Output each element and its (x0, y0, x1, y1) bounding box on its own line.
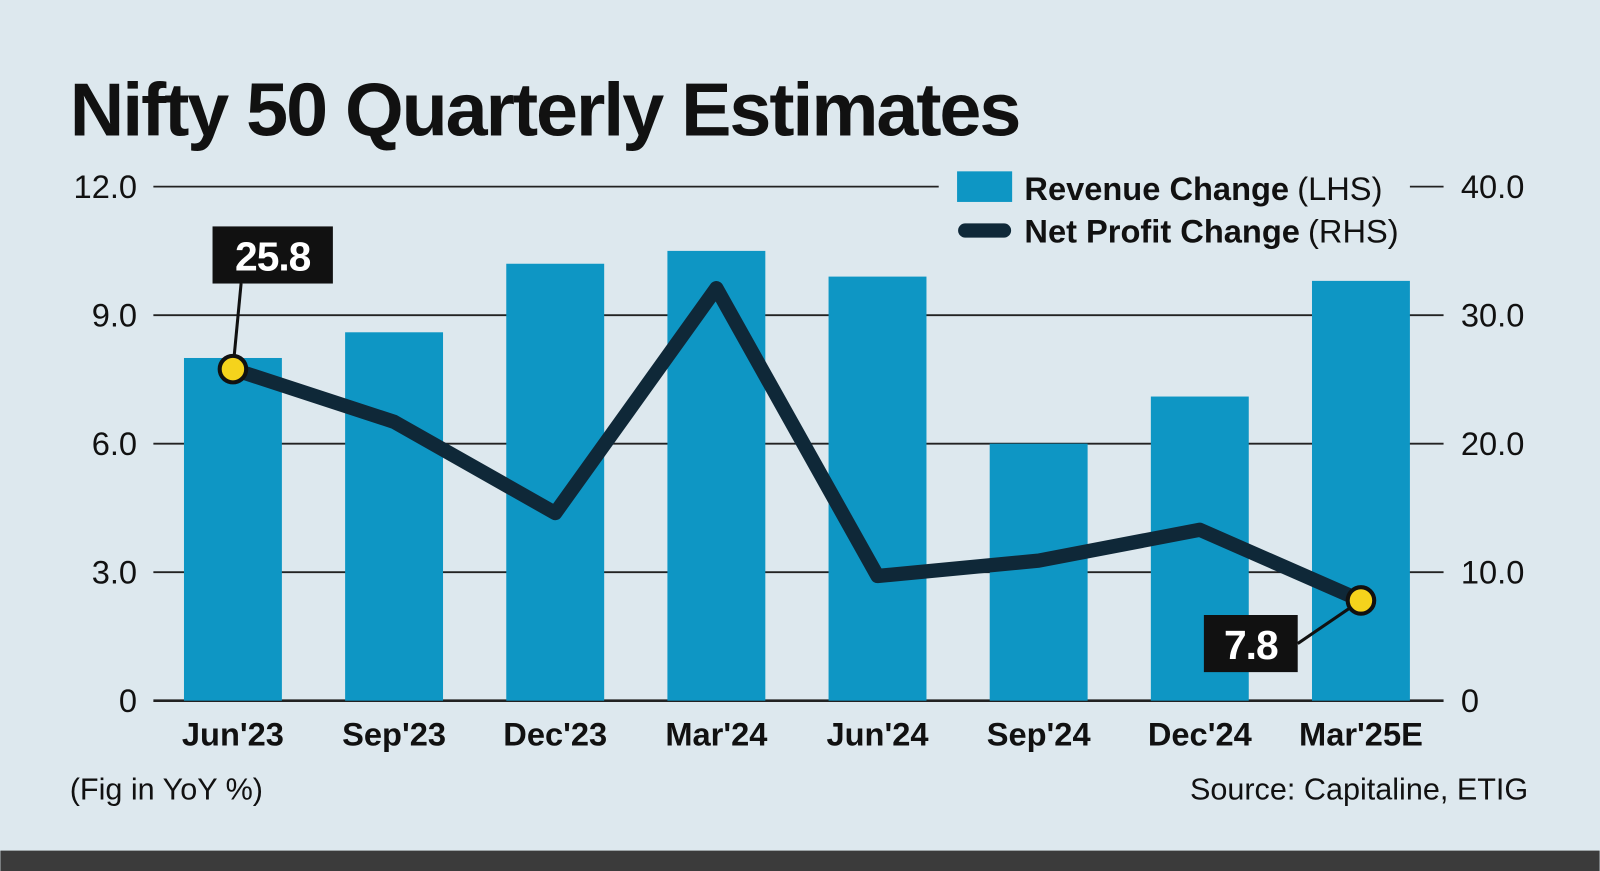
line-series (225, 281, 1369, 608)
bar-Jun'23 (183, 357, 282, 701)
left-tick-label: 12.0 (74, 168, 138, 205)
category-label: Sep'23 (342, 716, 446, 753)
chart-title: Nifty 50 Quarterly Estimates (70, 68, 1020, 152)
annotation-box (1203, 615, 1298, 673)
category-label: Jun'23 (182, 716, 284, 753)
right-tick-label: 0 (1461, 682, 1479, 719)
units-note: (Fig in YoY %) (70, 773, 263, 807)
left-tick-label: 0 (119, 682, 137, 719)
bar-Jun'24 (828, 276, 927, 701)
bar-Sep'24 (989, 443, 1088, 701)
right-tick-label: 20.0 (1461, 425, 1525, 462)
axis-ticks: 0 0 3.0 10.0 6.0 20.0 9.0 30.0 12.0 40.0 (74, 168, 1525, 719)
bar-Sep'23 (345, 332, 444, 701)
right-tick-label: 10.0 (1461, 553, 1525, 590)
category-label: Mar'24 (665, 716, 767, 753)
category-label: Jun'24 (826, 716, 928, 753)
right-tick-label: 30.0 (1461, 296, 1525, 333)
bars (183, 250, 1410, 701)
legend-swatch-revenue (957, 171, 1013, 202)
footer-bar (0, 850, 1600, 871)
bar-Mar'24 (667, 250, 766, 701)
legend-label-revenue: Revenue Change (LHS) (1024, 170, 1382, 207)
annotation-label: 25.8 (235, 233, 311, 279)
bar-Mar'25E (1311, 280, 1410, 701)
category-label: Dec'24 (1148, 716, 1252, 753)
category-label: Mar'25E (1299, 716, 1423, 753)
net-profit-line (225, 281, 1369, 608)
highlight-point (1345, 585, 1377, 616)
legend: Revenue Change (LHS) Net Profit Change (RH… (957, 170, 1399, 250)
category-labels: Jun'23 Sep'23 Dec'23 Mar'24 Jun'24 Sep'24 Dec'… (182, 716, 1423, 753)
legend-label-profit: Net Profit Change (RHS) (1024, 213, 1398, 250)
annotation-box (212, 226, 333, 284)
left-tick-label: 9.0 (92, 296, 137, 333)
annotation-label: 7.8 (1224, 622, 1278, 668)
bar-Dec'23 (506, 263, 605, 701)
left-tick-label: 6.0 (92, 425, 137, 462)
category-label: Sep'24 (987, 716, 1091, 753)
highlight-point (217, 353, 249, 385)
annotations: 25.8 7.8 (212, 226, 1377, 673)
category-label: Dec'23 (503, 716, 607, 753)
right-tick-label: 40.0 (1461, 168, 1525, 205)
source-text: Source: Capitaline, ETIG (1190, 773, 1528, 807)
left-tick-label: 3.0 (92, 553, 137, 590)
